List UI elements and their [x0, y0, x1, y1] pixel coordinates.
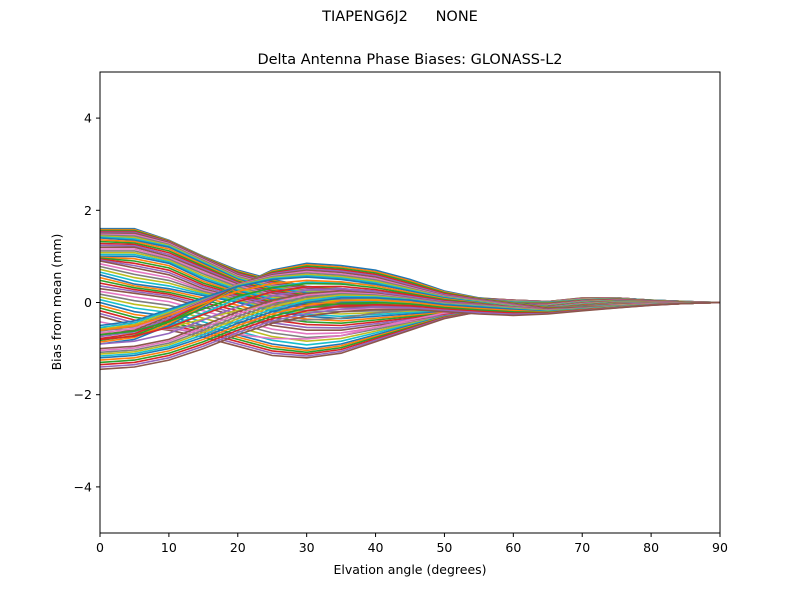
x-tick-label: 90: [712, 540, 728, 555]
figure-suptitle: TIAPENG6J2 NONE: [322, 9, 478, 25]
x-tick-label: 0: [96, 540, 104, 555]
y-tick-label: 0: [84, 295, 92, 310]
x-axis-label: Elvation angle (degrees): [333, 562, 486, 577]
y-axis-label: Bias from mean (mm): [49, 234, 64, 371]
y-tick-label: −4: [74, 479, 92, 494]
y-tick-label: 4: [84, 111, 92, 126]
x-tick-label: 30: [299, 540, 315, 555]
x-axis-ticks: 0 10 20 30 40 50 60 70 80 90: [96, 533, 728, 555]
x-tick-label: 10: [161, 540, 177, 555]
x-tick-label: 70: [574, 540, 590, 555]
data-lines: [99, 227, 721, 371]
x-tick-label: 50: [436, 540, 452, 555]
y-tick-label: −2: [74, 387, 92, 402]
x-tick-label: 80: [643, 540, 659, 555]
x-tick-label: 20: [230, 540, 246, 555]
x-tick-label: 40: [368, 540, 384, 555]
data-series-line: [99, 301, 721, 371]
chart-title: Delta Antenna Phase Biases: GLONASS-L2: [257, 52, 562, 68]
y-tick-label: 2: [84, 203, 92, 218]
x-tick-label: 60: [505, 540, 521, 555]
y-axis-ticks: −4 −2 0 2 4: [74, 111, 100, 494]
